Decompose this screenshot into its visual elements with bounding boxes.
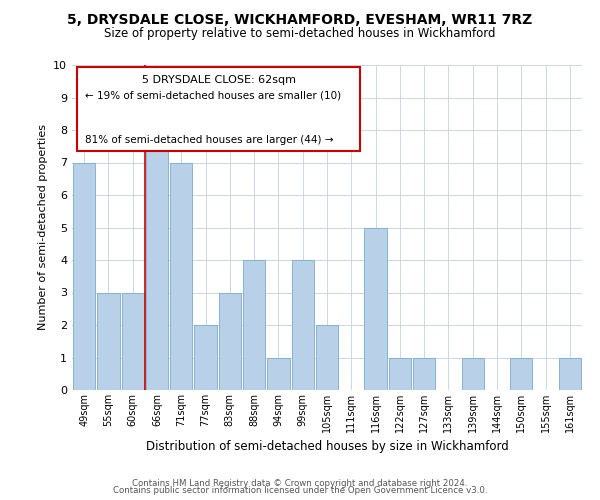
Text: Contains public sector information licensed under the Open Government Licence v3: Contains public sector information licen…: [113, 486, 487, 495]
Bar: [73, 162, 95, 390]
Bar: [292, 260, 314, 390]
Bar: [461, 358, 484, 390]
Bar: [243, 260, 265, 390]
Bar: [146, 130, 168, 390]
Text: Size of property relative to semi-detached houses in Wickhamford: Size of property relative to semi-detach…: [104, 28, 496, 40]
Bar: [97, 292, 119, 390]
Bar: [194, 325, 217, 390]
FancyBboxPatch shape: [77, 66, 360, 151]
Bar: [316, 325, 338, 390]
Text: 5, DRYSDALE CLOSE, WICKHAMFORD, EVESHAM, WR11 7RZ: 5, DRYSDALE CLOSE, WICKHAMFORD, EVESHAM,…: [67, 12, 533, 26]
Bar: [267, 358, 290, 390]
Text: Contains HM Land Registry data © Crown copyright and database right 2024.: Contains HM Land Registry data © Crown c…: [132, 478, 468, 488]
Bar: [218, 292, 241, 390]
Text: 5 DRYSDALE CLOSE: 62sqm: 5 DRYSDALE CLOSE: 62sqm: [142, 74, 296, 85]
Bar: [170, 162, 193, 390]
Bar: [389, 358, 411, 390]
Text: ← 19% of semi-detached houses are smaller (10): ← 19% of semi-detached houses are smalle…: [85, 91, 341, 101]
Bar: [364, 228, 387, 390]
Y-axis label: Number of semi-detached properties: Number of semi-detached properties: [38, 124, 47, 330]
Text: 81% of semi-detached houses are larger (44) →: 81% of semi-detached houses are larger (…: [85, 134, 333, 144]
Bar: [559, 358, 581, 390]
Bar: [510, 358, 532, 390]
X-axis label: Distribution of semi-detached houses by size in Wickhamford: Distribution of semi-detached houses by …: [146, 440, 508, 454]
Bar: [122, 292, 144, 390]
Bar: [413, 358, 436, 390]
